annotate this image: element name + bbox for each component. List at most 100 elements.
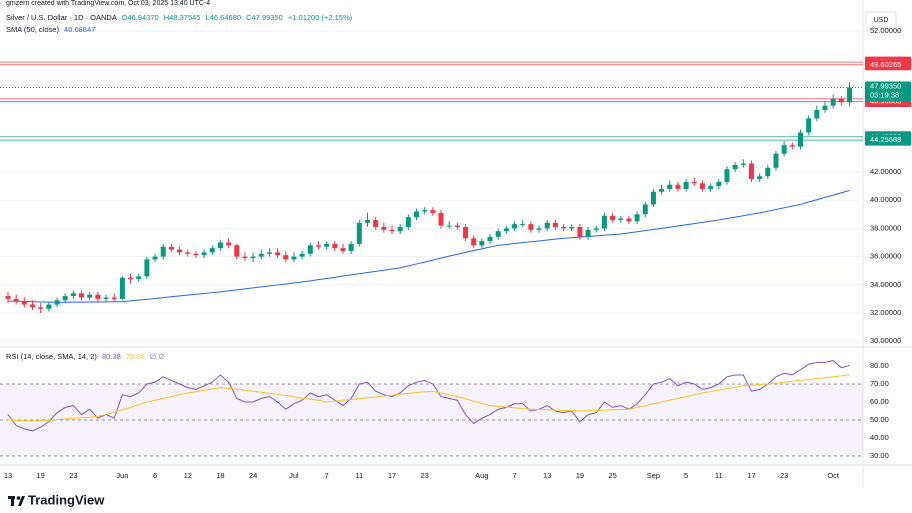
y-tick-label: 38.00000 [870,223,901,232]
candle-body [577,226,583,237]
candle-body [266,252,272,254]
candle-body [667,184,673,189]
rsi-legend: RSI (14, close, SMA, 14, 2) 80.38 75.06 … [6,352,165,361]
candle-body [332,243,338,249]
x-tick-label: 17 [747,471,755,480]
x-tick-label: Sep [647,471,660,480]
candle-body [610,215,616,220]
brand: TradingView [28,492,105,507]
candle-body [5,296,11,299]
candle-body [152,256,158,260]
x-tick-label: 11 [715,471,723,480]
candle-body [650,191,656,205]
candle-body [201,252,207,256]
candle-body [307,245,313,254]
x-tick-label: Jul [289,471,299,480]
candle-body [242,256,248,259]
candle-body [830,98,836,106]
x-tick-label: 24 [249,471,257,480]
ohlc-high: H48.37545 [163,13,201,22]
candle-body [356,222,362,244]
x-tick-label: 7 [512,471,516,480]
x-tick-label: Oct [827,471,840,480]
candle-body [691,181,697,184]
candle-body [716,181,722,187]
sma-value: 40.68847 [64,25,96,34]
price-legend: Silver / U.S. Dollar · 1D · OANDA O46.94… [6,13,352,22]
last-price-label: 47.99350 [870,81,901,90]
candle-body [446,225,452,227]
candle-body [659,188,665,192]
ohlc-open: O46.94370 [121,13,159,22]
candle-body [495,231,501,237]
x-tick-label: 7 [325,471,329,480]
x-tick-label: Jun [116,471,128,480]
rsi-line [7,360,850,432]
candle-body [781,145,787,154]
candle-body [217,242,223,249]
credit: gmzern created with TradingView.com, Oct… [6,0,211,7]
candle-body [111,297,117,299]
sma-legend: SMA (50, close) 40.68847 [6,25,95,34]
rsi-extra: ∅ ∅ [149,352,165,361]
candle-body [683,181,689,189]
y-tick-label: 42.00000 [870,167,901,176]
candle-body [634,214,640,222]
candle-body [822,105,828,110]
x-tick-label: 19 [37,471,45,480]
y-tick-label: 40.00 [870,433,889,442]
countdown: 03:19:38 [870,90,899,99]
candle-body [185,252,191,254]
candle-body [389,229,395,232]
currency: USD [874,17,889,24]
candle-body [340,248,346,251]
y-tick-label: 70.00 [870,379,889,388]
candle-body [773,153,779,168]
y-tick-label: 34.00000 [870,280,901,289]
candle-body [601,215,607,229]
candle-body [381,226,387,230]
x-tick-label: 23 [420,471,428,480]
y-tick-label: 32.00000 [870,308,901,317]
rsi-value: 80.38 [101,352,121,361]
candle-body [299,253,305,257]
candle-body [177,249,183,253]
x-tick-label: 25 [608,471,616,480]
ohlc-close: C47.99350 [246,13,283,22]
rsi-ma-value: 75.06 [125,352,145,361]
level-label-box [865,59,911,71]
candle-body [315,245,321,247]
rsi-line [7,374,850,422]
candle-body [119,277,125,299]
candle-body [471,238,477,246]
candle-body [536,228,542,230]
candle-body [699,183,705,189]
y-tick-label: 52.00000 [870,26,901,35]
candle-body [593,228,599,230]
candle-body [520,224,526,226]
candle-body [136,276,142,280]
candle-body [21,301,27,305]
candle-body [552,222,558,227]
y-tick-label: 60.00 [870,397,889,406]
rsi-band [0,384,863,457]
candle-body [226,242,232,246]
candle-body [160,246,166,257]
candle-body [544,222,550,229]
candle-body [283,255,289,260]
candle-body [422,210,428,212]
candle-body [348,243,354,251]
x-tick-label: 5 [684,471,688,480]
candle-body [838,98,844,103]
rsi-name: RSI (14, close, SMA, 14, 2) [6,352,97,361]
candle-body [144,259,150,277]
candle-body [13,298,19,302]
candle-body [87,294,93,298]
logo-icon [8,496,25,506]
x-tick-label: 13 [543,471,551,480]
candle-body [748,163,754,180]
y-tick-label: 50.00 [870,415,889,424]
candle-body [397,226,403,232]
x-tick-label: 23 [780,471,788,480]
